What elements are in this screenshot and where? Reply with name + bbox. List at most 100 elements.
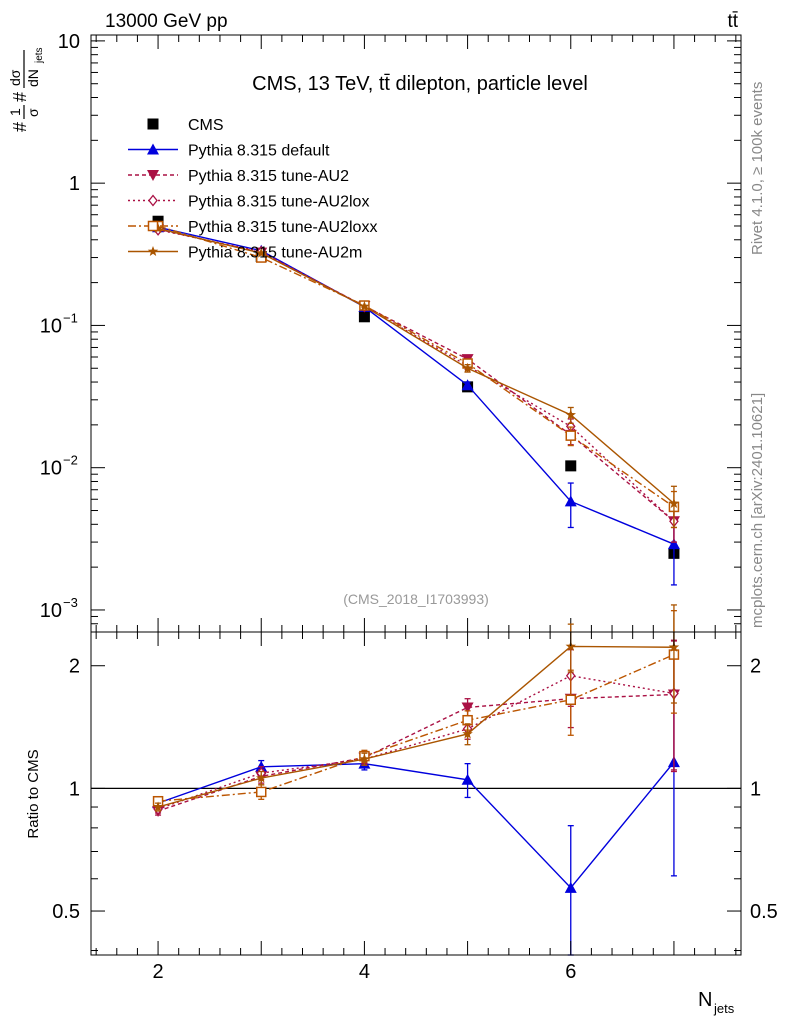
ratio-y-tick-label: 2	[69, 656, 80, 678]
main-pythia-8-315-tune-au2m	[152, 223, 680, 529]
ratio-pythia-8-315-tune-au2	[152, 640, 680, 818]
legend-item-pythia-8-315-tune-au2loxx: Pythia 8.315 tune-AU2loxx	[128, 219, 377, 236]
legend-marker	[147, 118, 159, 130]
legend-label: Pythia 8.315 tune-AU2loxx	[188, 219, 377, 236]
legend-label: Pythia 8.315 default	[188, 143, 330, 160]
y-label-hash: #	[10, 122, 30, 132]
process-label: tt̄	[727, 11, 738, 32]
ratio-pythia-8-315-default-line	[157, 761, 675, 889]
legend-item-pythia-8-315-tune-au2m: Pythia 8.315 tune-AU2m	[128, 245, 362, 262]
ratio-x-axis: 2 4 6	[95, 632, 737, 983]
ratio-y-tick-label-right: 1	[750, 778, 761, 800]
main-y-axis-label: # 1 σ # dσ dN jets	[7, 47, 45, 132]
ratio-y-tick-label: 0.5	[52, 901, 80, 923]
ratio-pythia-8-315-tune-au2m-point	[668, 641, 680, 652]
legend-marker	[147, 246, 159, 256]
ratio-pythia-8-315-tune-au2m-point	[462, 728, 473, 739]
main-pythia-8-315-default-point	[461, 379, 474, 391]
ratio-pythia-8-315-default-point	[461, 773, 474, 785]
x-axis-label: N	[698, 989, 712, 1011]
main-pythia-8-315-default	[152, 221, 680, 586]
ratio-pythia-8-315-tune-au2m-point	[359, 753, 370, 764]
main-pythia-8-315-tune-au2	[152, 224, 680, 543]
ratio-y-tick-label: 1	[69, 778, 80, 800]
main-y-tick-exponent: −3	[63, 595, 78, 610]
legend-item-pythia-8-315-tune-au2lox: Pythia 8.315 tune-AU2lox	[128, 194, 369, 211]
ratio-pythia-8-315-tune-au2-point	[461, 702, 474, 714]
main-y-tick-label: 10	[58, 31, 80, 53]
ratio-pythia-8-315-tune-au2m-point	[256, 772, 267, 783]
rivet-version-label: Rivet 4.1.0, ≥ 100k events	[749, 82, 766, 255]
main-y-tick-label: 1	[69, 173, 80, 195]
main-pythia-8-315-default-point	[667, 538, 680, 550]
y-label-frac-den: σ	[25, 108, 41, 117]
main-pythia-8-315-tune-au2m-line	[157, 227, 675, 505]
y-label-frac-num: 1	[7, 108, 23, 116]
legend-item-pythia-8-315-default: Pythia 8.315 default	[128, 143, 330, 160]
legend-marker	[148, 194, 158, 207]
legend-label: Pythia 8.315 tune-AU2lox	[188, 194, 369, 211]
main-cms	[152, 215, 680, 559]
main-pythia-8-315-tune-au2loxx-line	[157, 225, 675, 508]
main-y-tick-label: 10	[40, 458, 62, 480]
legend-marker	[147, 170, 159, 181]
main-pythia-8-315-tune-au2m-point	[462, 362, 473, 373]
main-cms-point	[358, 311, 370, 323]
main-pythia-8-315-tune-au2lox-line	[157, 229, 675, 522]
x-tick-label: 6	[565, 961, 576, 983]
ratio-y-axis: 2 2 1 1 0.5 0.5	[52, 656, 778, 952]
ratio-y-tick-label-right: 0.5	[750, 901, 778, 923]
main-pythia-8-315-tune-au2m-point	[668, 498, 680, 508]
main-pythia-8-315-tune-au2m-point	[565, 409, 576, 420]
x-tick-label: 2	[153, 961, 164, 983]
ratio-y-axis-label: Ratio to CMS	[25, 749, 42, 838]
ratio-pythia-8-315-tune-au2loxx-point	[255, 786, 267, 798]
main-pythia-8-315-default-point	[564, 495, 577, 507]
main-cms-point	[565, 460, 577, 472]
ratio-pythia-8-315-default	[152, 692, 680, 956]
energy-label: 13000 GeV pp	[105, 11, 228, 32]
main-pythia-8-315-default-line	[157, 226, 675, 545]
legend-marker	[147, 220, 159, 232]
ratio-pythia-8-315-tune-au2loxx-line	[157, 653, 675, 802]
plot-title: CMS, 13 TeV, tt̄ dilepton, particle leve…	[252, 73, 588, 95]
ratio-pythia-8-315-tune-au2loxx-point	[565, 694, 577, 706]
main-y-tick-exponent: −1	[63, 310, 78, 325]
ratio-series-layer	[91, 604, 741, 956]
main-pythia-8-315-tune-au2m-point	[359, 300, 370, 311]
ratio-pythia-8-315-tune-au2m-point	[152, 801, 164, 812]
analysis-watermark: (CMS_2018_I1703993)	[343, 591, 489, 607]
x-axis-label-sub: jets	[713, 1001, 735, 1016]
legend-marker	[147, 143, 159, 155]
legend: CMS Pythia 8.315 default Pythia 8.315 tune…	[128, 117, 377, 262]
ratio-pythia-8-315-tune-au2m	[152, 604, 680, 812]
legend-label: CMS	[188, 117, 224, 134]
main-pythia-8-315-tune-au2lox	[153, 223, 679, 543]
ratio-pythia-8-315-tune-au2m-line	[157, 645, 674, 808]
ratio-frame	[90, 631, 742, 956]
main-pythia-8-315-tune-au2loxx-point	[565, 430, 577, 441]
legend-label: Pythia 8.315 tune-AU2	[188, 168, 349, 185]
x-tick-label: 4	[359, 961, 370, 983]
y-label-d-sub: jets	[34, 47, 45, 64]
ratio-pythia-8-315-tune-au2-line	[157, 693, 674, 812]
legend-item-cms: CMS	[147, 117, 224, 134]
y-label-hash2: #	[10, 92, 30, 102]
main-series-layer	[152, 215, 680, 586]
mcplots-label: mcplots.cern.ch [arXiv:2401.10621]	[749, 393, 766, 628]
ratio-y-tick-label-right: 2	[750, 656, 761, 678]
main-pythia-8-315-tune-au2loxx	[152, 220, 680, 529]
ratio-pythia-8-315-tune-au2lox-line	[157, 675, 675, 810]
main-pythia-8-315-tune-au2m-point	[256, 247, 267, 258]
main-y-tick-label: 10	[40, 600, 62, 622]
y-label-d-num: dσ	[7, 69, 23, 86]
main-y-tick-label: 10	[40, 315, 62, 337]
main-pythia-8-315-tune-au2-line	[157, 228, 675, 522]
ratio-pythia-8-315-default-point	[564, 881, 577, 893]
ratio-panel: 2 2 1 1 0.5 0.5 2 4 6	[52, 604, 778, 983]
y-label-d-den: dN	[25, 69, 41, 87]
legend-label: Pythia 8.315 tune-AU2m	[188, 245, 362, 262]
